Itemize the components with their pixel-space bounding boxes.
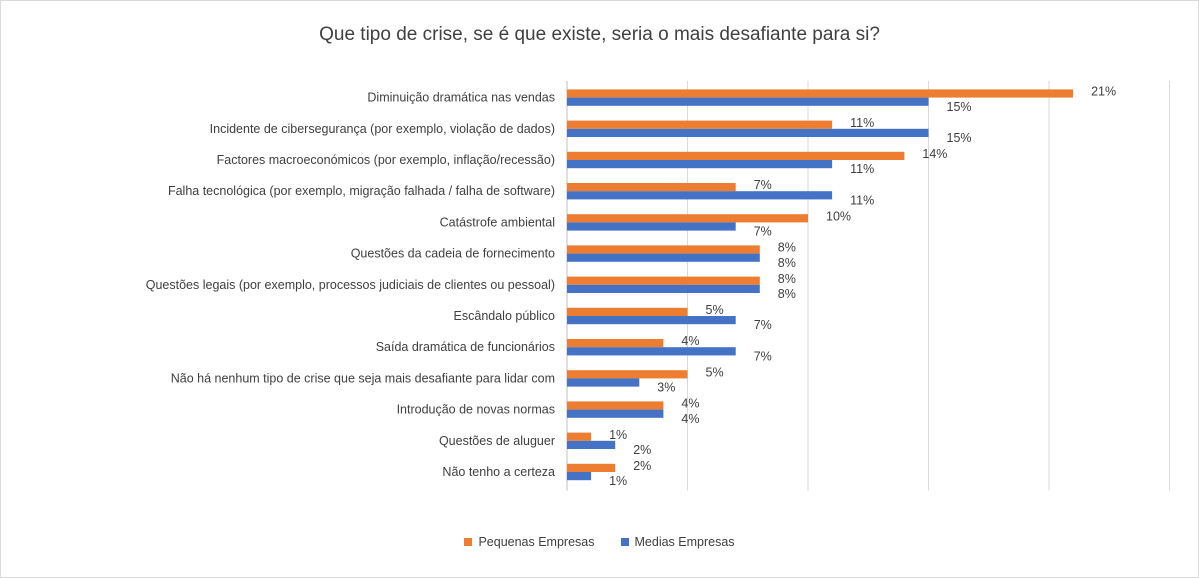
bar-pequenas [567,307,688,316]
legend-swatch-medias [620,538,629,546]
bar-medias [567,347,736,356]
bar-pequenas [567,276,760,285]
data-label-pequenas: 1% [609,428,627,442]
bar-pequenas [567,463,616,472]
data-label-pequenas: 10% [826,209,851,223]
data-label-pequenas: 8% [778,272,796,286]
bar-pequenas [567,151,905,160]
data-label-medias: 4% [681,412,699,426]
legend-swatch-pequenas [464,538,473,546]
data-label-medias: 1% [609,474,627,488]
category-label: Não há nenhum tipo de crise que seja mai… [171,371,555,385]
bar-medias [567,191,833,200]
data-label-pequenas: 7% [754,178,772,192]
bar-medias [567,316,736,325]
data-label-pequenas: 4% [681,334,699,348]
category-label: Incidente de cibersegurança (por exemplo… [210,122,555,136]
data-label-medias: 15% [947,100,972,114]
category-label: Questões de aluguer [439,434,555,448]
data-label-pequenas: 5% [706,365,724,379]
bar-medias [567,472,592,481]
bar-pequenas [567,432,592,441]
bar-pequenas [567,120,833,129]
bar-medias [567,222,736,231]
bar-pequenas [567,89,1074,98]
legend-label-pequenas: Pequenas Empresas [478,535,595,549]
category-labels: Diminuição dramática nas vendas Incidente… [146,91,555,479]
bar-medias [567,253,760,262]
data-label-pequenas: 4% [681,397,699,411]
bar-pequenas [567,214,808,223]
category-label: Não tenho a certeza [442,465,555,479]
data-label-medias: 8% [778,287,796,301]
data-label-medias: 7% [754,349,772,363]
bar-medias [567,378,640,387]
bar-pequenas [567,339,664,348]
data-label-pequenas: 21% [1091,85,1116,99]
category-label: Falha tecnológica (por exemplo, migração… [168,184,555,198]
data-label-pequenas: 14% [922,147,947,161]
data-label-medias: 3% [657,381,675,395]
data-label-medias: 2% [633,443,651,457]
bar-pequenas [567,370,688,379]
data-label-medias: 11% [850,162,874,176]
category-label: Introdução de novas normas [397,403,555,417]
category-label: Escândalo público [454,309,556,323]
data-label-medias: 8% [778,256,796,270]
bar-pequenas [567,183,736,192]
data-label-pequenas: 5% [706,303,724,317]
bar-medias [567,440,616,449]
legend-label-medias: Medias Empresas [634,535,735,549]
bars [567,89,1074,481]
bar-medias [567,97,929,106]
data-label-medias: 7% [754,225,772,239]
data-label-medias: 15% [947,131,972,145]
data-label-pequenas: 2% [633,459,651,473]
bar-pequenas [567,245,760,254]
category-label: Questões da cadeia de fornecimento [351,247,555,261]
bar-medias [567,284,760,293]
data-label-medias: 11% [850,193,874,207]
value-labels: 21%15%11%15%14%11%7%11%10%7%8%8%8%8%5%7%… [609,85,1116,489]
category-label: Factores macroeconómicos (por exemplo, i… [217,153,555,167]
data-label-medias: 7% [754,318,772,332]
legend-item-pequenas: Pequenas Empresas [464,535,595,549]
bar-medias [567,128,929,137]
chart-title: Que tipo de crise, se é que existe, seri… [319,24,880,45]
category-label: Questões legais (por exemplo, processos … [146,278,555,292]
legend: Pequenas Empresas Medias Empresas [0,535,1199,549]
bar-pequenas [567,401,664,410]
category-label: Saída dramática de funcionários [376,340,555,354]
bar-medias [567,409,664,418]
data-label-pequenas: 8% [778,241,796,255]
category-label: Catástrofe ambiental [440,215,555,229]
bar-medias [567,160,833,169]
legend-item-medias: Medias Empresas [620,535,735,549]
category-label: Diminuição dramática nas vendas [367,91,555,105]
data-label-pequenas: 11% [850,116,874,130]
